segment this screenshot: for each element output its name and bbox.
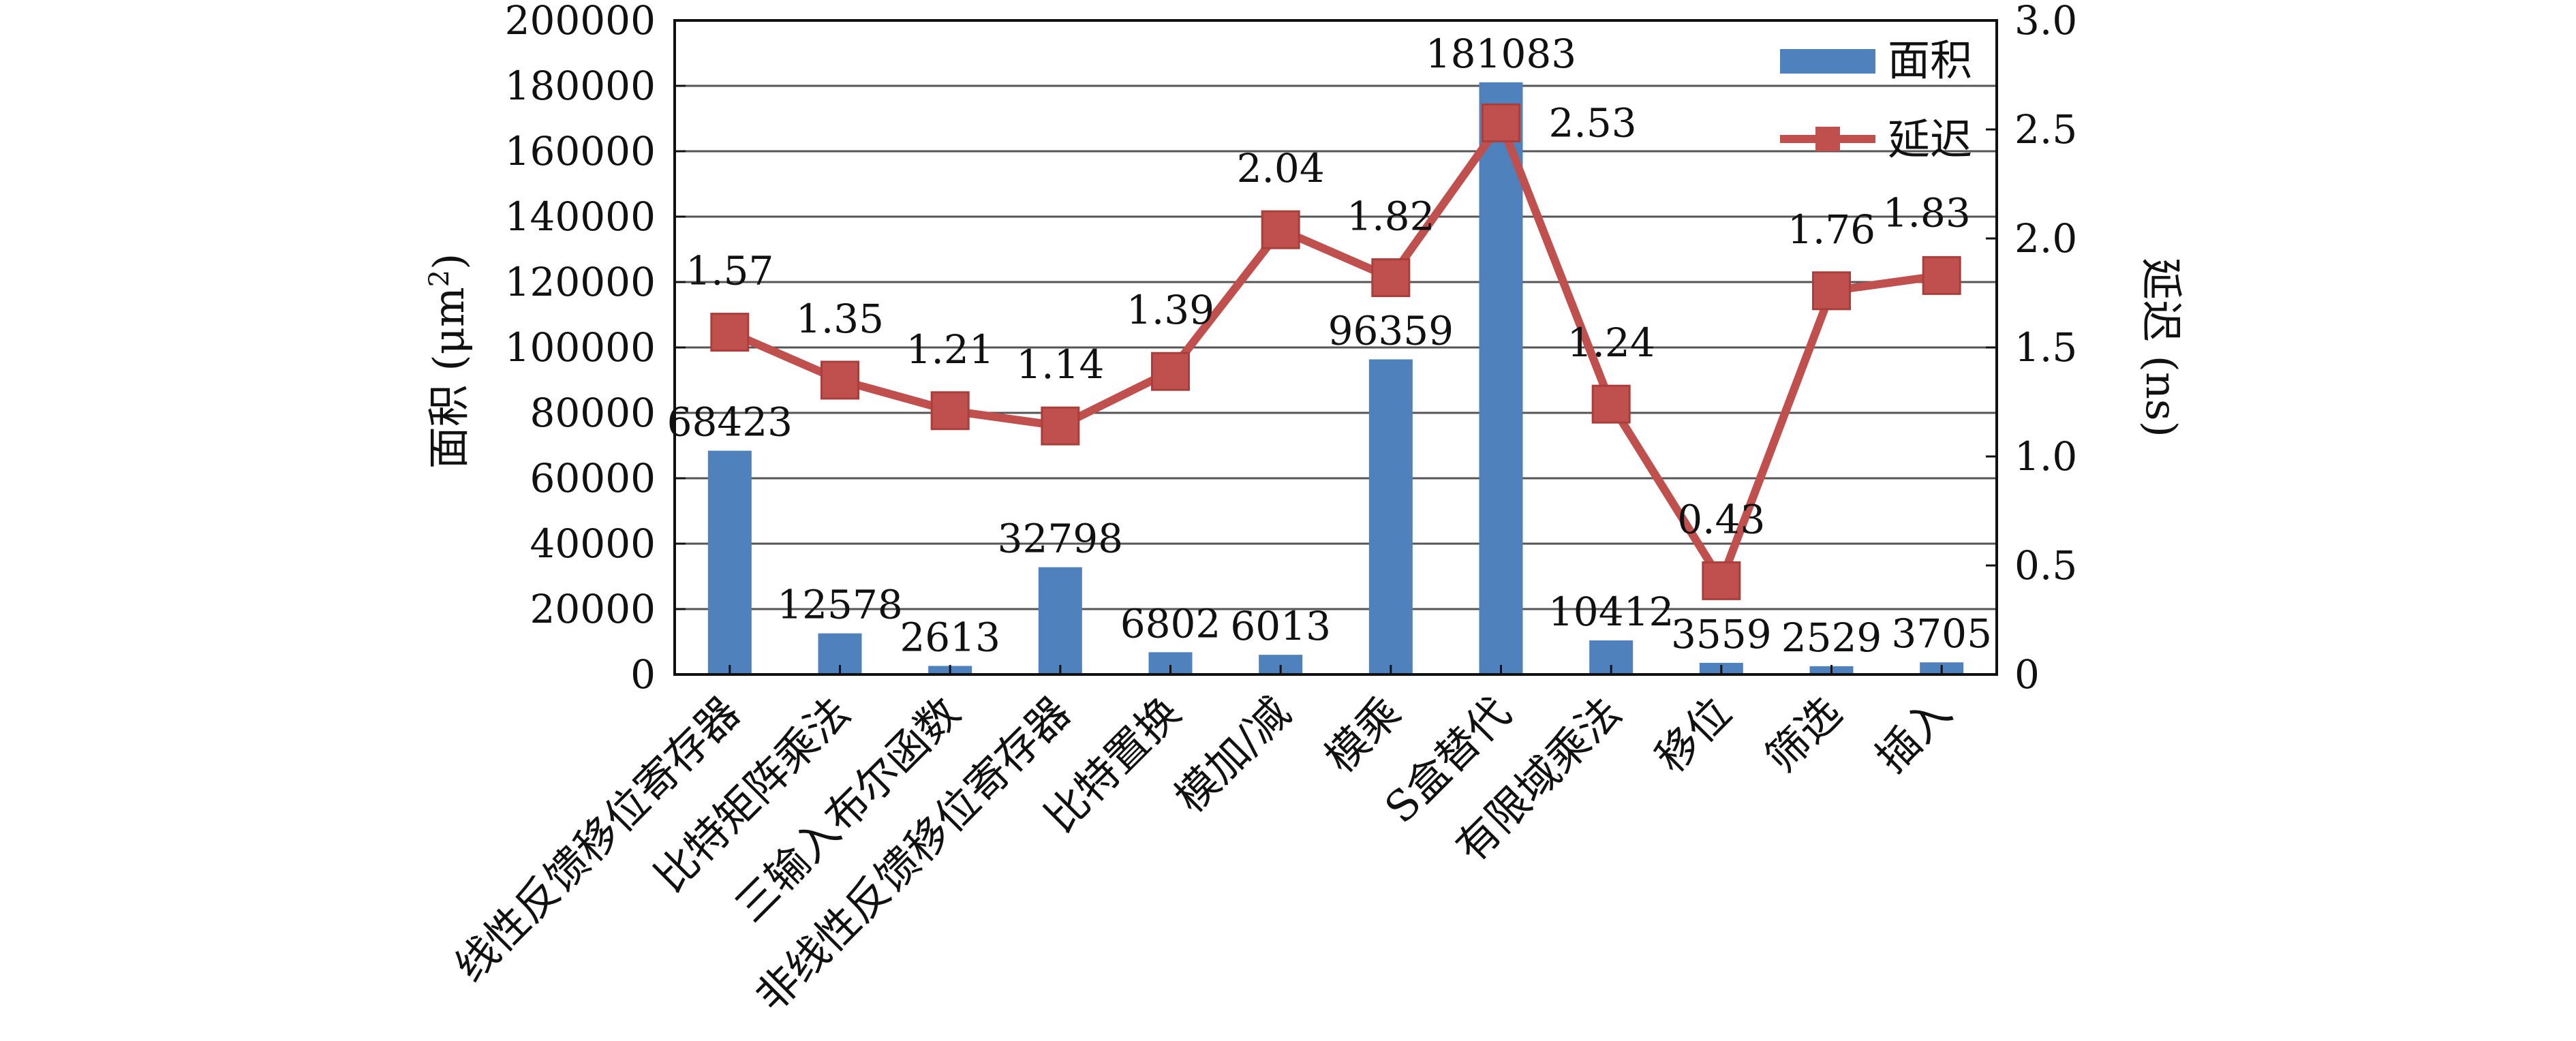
legend-label-delay: 延迟 (1888, 114, 1972, 164)
right-axis-title: 延迟 (ns) (2136, 258, 2186, 437)
line-value-label: 1.39 (1126, 287, 1214, 333)
bar-value-label: 2613 (900, 614, 1000, 660)
left-axis-tick-label: 140000 (505, 193, 656, 240)
bar-value-label: 3559 (1671, 611, 1772, 657)
left-axis-title-superscript: 2 (424, 270, 455, 287)
delay-marker (930, 391, 970, 431)
line-value-label: 1.82 (1347, 193, 1435, 240)
delay-marker (1261, 210, 1300, 249)
bar (1038, 567, 1082, 674)
left-axis-tick-label: 120000 (505, 259, 656, 305)
bar (707, 450, 752, 674)
x-axis-category-label: 模乘 (1315, 687, 1410, 782)
bar-value-label: 3705 (1891, 610, 1992, 657)
bar-value-label: 10412 (1548, 589, 1674, 635)
right-axis-tick-label: 0 (2014, 651, 2040, 698)
bar (1479, 82, 1523, 675)
gridlines (675, 84, 1997, 610)
bar-value-label: 6013 (1230, 603, 1331, 649)
bar (1368, 359, 1413, 674)
left-axis-tick-label: 60000 (530, 455, 656, 501)
line-value-label: 1.14 (1016, 341, 1104, 388)
legend-marker-delay (1815, 127, 1840, 151)
x-axis-category-label: 模加/减 (1165, 687, 1300, 822)
right-axis-tick-label: 0.5 (2014, 542, 2077, 589)
right-axis-tick-label: 1.0 (2014, 433, 2077, 480)
x-axis-category-label: 插入 (1866, 687, 1961, 782)
line-value-label: 2.53 (1549, 99, 1637, 146)
bar-value-label: 2529 (1781, 615, 1882, 661)
left-axis-tick-label: 100000 (505, 324, 656, 371)
delay-marker (1702, 561, 1741, 600)
left-axis-tick-label: 0 (630, 651, 656, 698)
right-axis-tick-label: 3.0 (2014, 0, 2077, 44)
left-axis-tick-label: 200000 (505, 0, 656, 44)
x-axis-category-label: 筛选 (1756, 687, 1851, 782)
line-value-label: 1.57 (686, 248, 773, 294)
delay-marker (821, 360, 859, 400)
bar-series (707, 82, 1964, 675)
delay-marker (1151, 352, 1190, 391)
right-axis-tick-label: 2.0 (2014, 215, 2077, 262)
x-axis-category-label: 移位 (1646, 687, 1741, 782)
delay-marker (1922, 255, 1961, 295)
left-axis-title-close: ) (424, 253, 474, 270)
line-value-label: 1.35 (796, 296, 884, 342)
line-series (710, 103, 1961, 600)
right-axis-tick-label: 2.5 (2014, 106, 2077, 153)
delay-marker (1591, 384, 1631, 424)
delay-marker (1371, 258, 1411, 298)
delay-marker (710, 313, 750, 352)
right-axis-tick-label: 1.5 (2014, 324, 2077, 371)
left-axis-tick-label: 160000 (505, 128, 656, 174)
left-axis-tick-label: 80000 (530, 390, 656, 436)
legend-swatch-area (1780, 49, 1875, 74)
line-value-label: 1.76 (1788, 206, 1875, 253)
line-value-label: 1.21 (906, 326, 994, 373)
left-axis-tick-label: 40000 (530, 520, 656, 567)
bar-value-label: 96359 (1328, 307, 1454, 354)
legend-label-area: 面积 (1888, 35, 1972, 85)
left-axis-title: 面积 (μm2) (424, 253, 474, 469)
left-axis-title-main: 面积 (μm (424, 287, 474, 469)
bar-value-label: 181083 (1426, 31, 1576, 77)
line-value-label: 0.43 (1677, 496, 1765, 542)
left-axis-tick-label: 180000 (505, 63, 656, 109)
left-axis-tick-label: 20000 (530, 586, 656, 632)
line-value-label: 1.24 (1567, 320, 1655, 366)
line-value-label: 2.04 (1237, 145, 1325, 191)
bar-value-label: 68423 (667, 399, 793, 446)
delay-marker (1812, 271, 1851, 311)
delay-marker (1041, 406, 1080, 446)
bar-value-label: 32798 (998, 516, 1124, 562)
bar-value-label: 6802 (1120, 600, 1221, 647)
line-value-label: 1.83 (1883, 189, 1971, 236)
bar-value-label: 12578 (777, 582, 903, 628)
delay-marker (1482, 103, 1520, 142)
